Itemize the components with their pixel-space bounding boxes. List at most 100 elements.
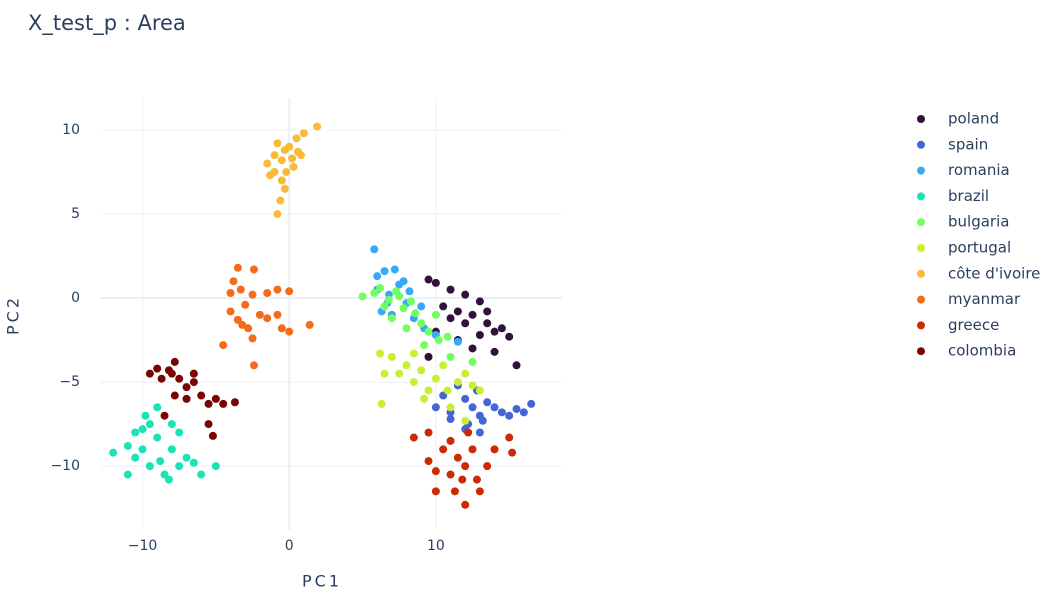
y-tick-label: 0 (71, 290, 80, 306)
legend-marker (917, 347, 925, 356)
point (402, 324, 411, 333)
point (409, 349, 418, 358)
point (399, 277, 408, 286)
point (409, 378, 418, 387)
point (285, 142, 294, 151)
legend-marker (917, 218, 925, 227)
point (478, 416, 487, 425)
legend: poland spain romania brazil bulgaria portugal… (917, 110, 1040, 360)
chart-title: X_test_p : Area (28, 11, 186, 36)
point (512, 404, 521, 413)
point (273, 209, 282, 218)
legend-marker (917, 140, 925, 149)
point (157, 374, 166, 383)
point (255, 310, 264, 319)
point (453, 307, 462, 316)
point (450, 487, 459, 496)
point (208, 431, 217, 440)
legend-marker (917, 244, 925, 252)
point (189, 378, 198, 387)
point (370, 245, 379, 254)
point (446, 436, 455, 445)
point (461, 369, 470, 378)
point (417, 319, 426, 328)
point (288, 154, 297, 163)
point (420, 341, 429, 350)
point (305, 320, 314, 329)
point (490, 403, 499, 412)
point (475, 331, 484, 340)
point (282, 167, 291, 176)
point (461, 290, 470, 299)
x-tick-label: 0 (285, 538, 294, 554)
point (263, 314, 272, 323)
point (458, 475, 467, 484)
point (508, 448, 517, 457)
point (273, 285, 282, 294)
y-tick-label: 10 (62, 122, 80, 138)
x-tick-label: 10 (427, 538, 445, 554)
point (402, 361, 411, 370)
point (230, 398, 239, 407)
legend-marker (917, 166, 925, 175)
point (453, 378, 462, 387)
point (244, 324, 253, 333)
points (109, 122, 536, 509)
point (519, 408, 528, 417)
point (273, 139, 282, 148)
legend-marker (917, 192, 925, 201)
point (373, 272, 382, 281)
point (468, 403, 477, 412)
point (387, 352, 396, 361)
point (376, 283, 385, 292)
point (189, 458, 198, 467)
point (475, 386, 484, 395)
point (175, 374, 184, 383)
point (406, 297, 415, 306)
point (175, 428, 184, 437)
point (439, 445, 448, 454)
point (446, 403, 455, 412)
point (390, 265, 399, 274)
point (461, 394, 470, 403)
point (226, 288, 235, 297)
legend-marker (917, 115, 925, 123)
point (475, 487, 484, 496)
point (123, 441, 132, 450)
point (424, 275, 433, 284)
point (204, 420, 213, 429)
point (285, 327, 294, 336)
point (313, 122, 322, 131)
point (505, 433, 514, 442)
point (219, 341, 228, 350)
point (175, 462, 184, 471)
point (211, 462, 220, 471)
point (167, 369, 176, 378)
point (167, 445, 176, 454)
point (490, 445, 499, 454)
point (446, 285, 455, 294)
point (461, 500, 470, 509)
point (468, 344, 477, 353)
point (434, 336, 443, 345)
point (431, 487, 440, 496)
point (464, 428, 473, 437)
legend-marker (917, 269, 925, 278)
legend-label: bulgaria (948, 213, 1009, 231)
point (453, 453, 462, 462)
point (399, 304, 408, 313)
point (153, 433, 162, 442)
point (497, 408, 506, 417)
legend-marker (917, 321, 925, 330)
point (219, 399, 228, 408)
point (439, 361, 448, 370)
point (468, 310, 477, 319)
point (395, 292, 404, 301)
point (145, 462, 154, 471)
point (468, 381, 477, 390)
point (266, 171, 275, 180)
point (131, 453, 140, 462)
point (292, 134, 301, 143)
point (468, 445, 477, 454)
point (439, 302, 448, 311)
